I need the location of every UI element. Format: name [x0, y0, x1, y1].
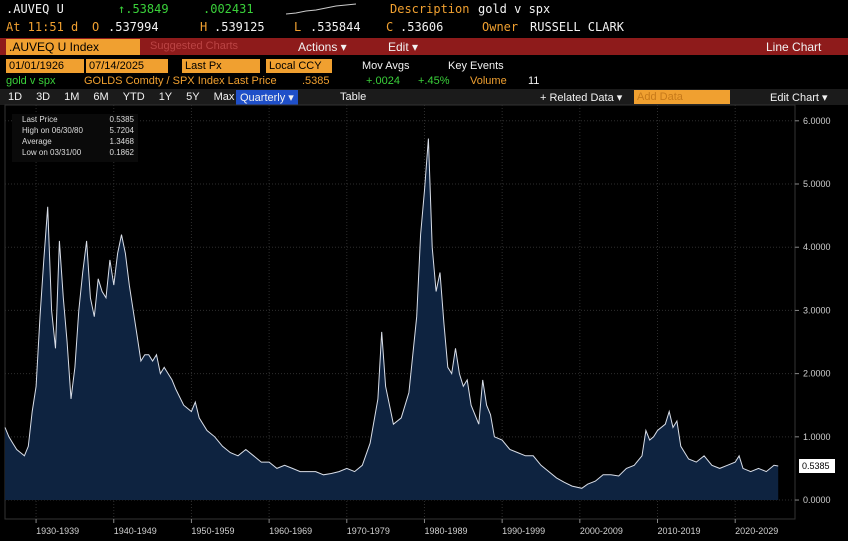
period[interactable]: 6M	[93, 91, 109, 103]
ticker: .AUVEQ U	[6, 2, 64, 16]
period[interactable]: 3D	[36, 91, 51, 103]
menu-bar	[0, 38, 848, 55]
legend-value: 0.1862	[109, 148, 134, 157]
legend-row: High on 06/30/80 5.7204	[12, 125, 138, 136]
sparkline	[286, 3, 356, 15]
legend-label: High on 06/30/80	[22, 126, 83, 135]
change: .002431	[203, 2, 254, 16]
low: .535844	[310, 20, 361, 34]
line	[4, 138, 779, 489]
description: gold v spx	[478, 2, 551, 16]
x-tick-label: 1940-1949	[114, 526, 157, 536]
y-tick-label: 5.0000	[803, 179, 831, 189]
y-tick-label: 0.0000	[803, 495, 831, 505]
x-tick-label: 2010-2019	[658, 526, 701, 536]
formula: GOLDS Comdty / SPX Index Last Price	[84, 75, 277, 87]
start-date[interactable]: 01/01/1926	[6, 59, 84, 73]
high-label: H	[200, 20, 208, 34]
period[interactable]: YTD	[122, 91, 145, 103]
x-tick-label: 1970-1979	[347, 526, 390, 536]
key-events[interactable]: Key Events	[448, 60, 504, 72]
edit[interactable]: Edit ▾	[388, 40, 419, 54]
legend-label: Low on 03/31/00	[22, 148, 82, 157]
period[interactable]: Max	[213, 91, 235, 103]
legend-row: Low on 03/31/00 0.1862	[12, 147, 138, 158]
view: Line Chart	[766, 40, 822, 54]
related-data[interactable]: + Related Data ▾	[540, 92, 623, 104]
legend-row: Average 1.3468	[12, 136, 138, 147]
summary-change: +.0024	[366, 75, 400, 87]
pct: +.45%	[418, 75, 450, 87]
edit-chart[interactable]: Edit Chart ▾	[770, 92, 828, 104]
legend-row: Last Price 0.5385	[12, 114, 138, 125]
high: .539125	[214, 20, 265, 34]
table[interactable]: Table	[340, 91, 367, 103]
y-tick-label: 6.0000	[803, 116, 831, 126]
owner-label: Owner	[482, 20, 519, 34]
actions[interactable]: Actions ▾	[298, 40, 347, 54]
owner: RUSSELL CLARK	[530, 20, 624, 34]
period[interactable]: 1M	[64, 91, 80, 103]
description-label: Description	[390, 2, 470, 16]
x-tick-label: 1980-1989	[424, 526, 467, 536]
low-label: L	[294, 20, 302, 34]
periods: 1D 3D 1M 6M YTD 1Y 5Y Max	[8, 91, 248, 103]
suggested-charts[interactable]: Suggested Charts	[150, 40, 239, 52]
volume: 11	[528, 75, 540, 87]
mov-avgs[interactable]: Mov Avgs	[362, 60, 410, 72]
legend-label: Last Price	[22, 115, 58, 124]
end-date[interactable]: 07/14/2025	[86, 59, 168, 73]
last: ↑.53849	[118, 2, 169, 16]
volume-label: Volume	[470, 75, 507, 87]
legend-label: Average	[22, 137, 52, 146]
legend: Last Price 0.5385 High on 06/30/80 5.7204 Av…	[12, 114, 138, 162]
legend-value: 5.7204	[109, 126, 134, 135]
legend-value: 1.3468	[109, 137, 134, 146]
close-label: C	[386, 20, 394, 34]
close: .53606	[400, 20, 444, 34]
last-tag-box	[799, 459, 835, 474]
open: .537994	[108, 20, 159, 34]
x-tick-label: 2020-2029	[735, 526, 778, 536]
time: At 11:51 d	[6, 20, 79, 34]
add-data[interactable]: Add Data	[634, 90, 730, 104]
x-tick-label: 1960-1969	[269, 526, 312, 536]
x-tick-label: 2000-2009	[580, 526, 623, 536]
period[interactable]: 1D	[8, 91, 23, 103]
x-tick-label: 1930-1939	[36, 526, 79, 536]
area	[5, 138, 779, 501]
summary-name: gold v spx	[6, 75, 56, 87]
field[interactable]: Last Px	[182, 59, 260, 73]
open-label: O	[92, 20, 100, 34]
legend-value: 0.5385	[109, 115, 134, 124]
price: .5385	[302, 75, 330, 87]
chart: 0.0000 1.0000 2.0000 3.0000 4.0000 5.0000 6.00…	[4, 104, 835, 536]
currency[interactable]: Local CCY	[266, 59, 332, 73]
period[interactable]: 5Y	[186, 91, 200, 103]
x-tick-label: 1950-1959	[191, 526, 234, 536]
last-tag: 0.5385	[802, 461, 830, 471]
security[interactable]: .AUVEQ U Index	[6, 39, 140, 55]
y-tick-label: 3.0000	[803, 305, 831, 315]
y-tick-label: 1.0000	[803, 432, 831, 442]
y-tick-label: 4.0000	[803, 242, 831, 252]
y-tick-label: 2.0000	[803, 369, 831, 379]
x-tick-label: 1990-1999	[502, 526, 545, 536]
period[interactable]: 1Y	[158, 91, 173, 103]
frequency[interactable]: Quarterly ▾	[236, 90, 298, 105]
